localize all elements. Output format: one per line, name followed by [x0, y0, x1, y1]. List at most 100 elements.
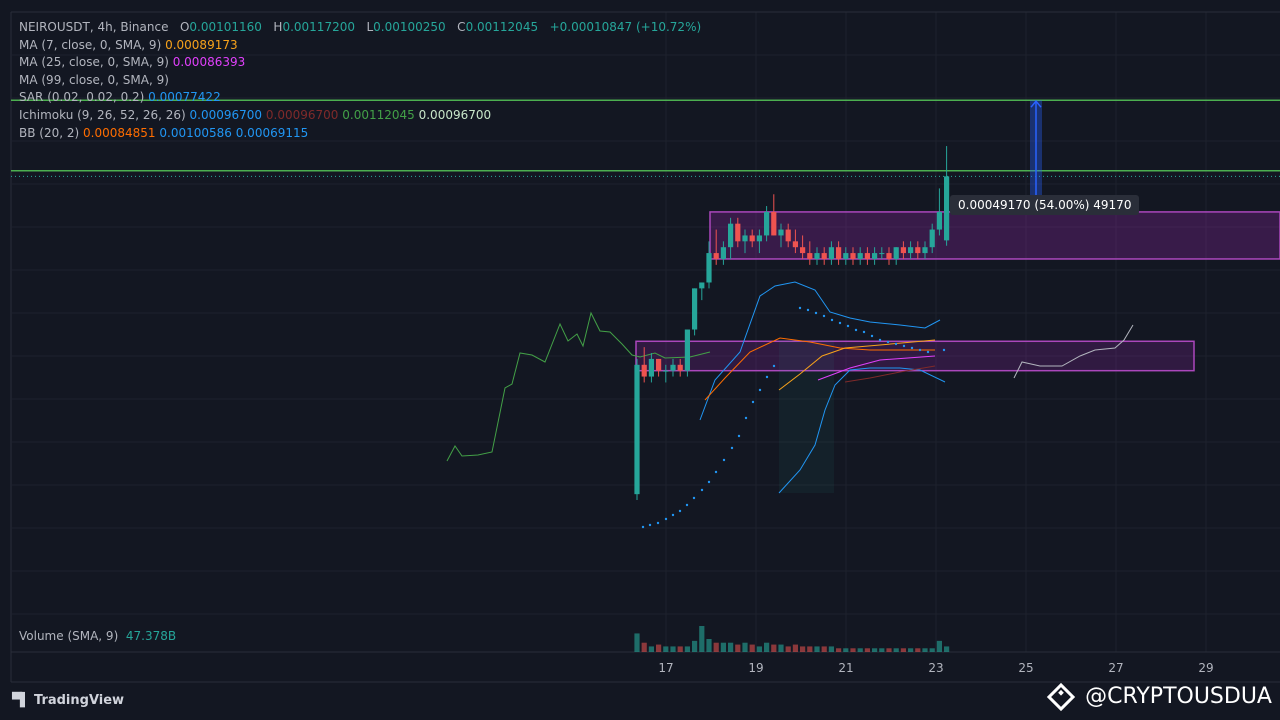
- sar-dot: [758, 388, 762, 392]
- candle-body: [756, 235, 762, 242]
- symbol-label[interactable]: NEIROUSDT, 4h, Binance: [19, 20, 169, 34]
- volume-bar: [872, 648, 878, 652]
- volume-bar: [879, 648, 885, 652]
- bb-upper-line: [699, 281, 941, 421]
- chart-legend: NEIROUSDT, 4h, Binance O0.00101160 H0.00…: [19, 19, 701, 142]
- sar-dot: [692, 496, 696, 500]
- volume-bar: [807, 646, 813, 652]
- sar-dot: [870, 334, 874, 338]
- x-tick: 25: [1018, 661, 1034, 675]
- ichimoku-row[interactable]: Ichimoku (9, 26, 52, 26, 26) 0.00096700 …: [19, 107, 492, 122]
- candle-body: [792, 241, 798, 248]
- sar-dot: [798, 306, 802, 310]
- candle-body: [785, 229, 791, 242]
- ma25-row[interactable]: MA (25, close, 0, SMA, 9) 0.00086393: [19, 55, 246, 70]
- sar-dot: [656, 521, 660, 525]
- volume-bar: [792, 644, 798, 652]
- volume-bar: [634, 633, 640, 652]
- high-value: 0.00117200: [282, 20, 355, 34]
- volume-bar: [785, 646, 791, 652]
- volume-bar: [641, 642, 647, 652]
- volume-bar: [756, 646, 762, 652]
- ma99-row[interactable]: MA (99, close, 0, SMA, 9): [19, 72, 169, 87]
- sar-dot: [737, 434, 741, 438]
- sar-dot: [648, 523, 652, 527]
- ichimoku-cloud: [779, 340, 834, 493]
- sar-dot: [846, 324, 850, 328]
- ma25-value: 0.00086393: [172, 55, 246, 70]
- candle-body: [656, 358, 662, 371]
- tradingview-icon: ▀▌: [12, 693, 30, 708]
- close-value: 0.00112045: [465, 20, 539, 34]
- volume-bar: [900, 648, 906, 652]
- volume-bar: [915, 648, 921, 652]
- volume-bar: [800, 646, 806, 652]
- volume-bar: [850, 648, 856, 652]
- candle-body: [915, 247, 921, 254]
- volume-bar: [893, 648, 899, 652]
- volume-bar: [706, 639, 712, 652]
- sar-dot: [910, 346, 914, 350]
- change-value: +0.00010847 (+10.72%): [549, 20, 702, 34]
- candle-body: [879, 253, 885, 255]
- sar-dot: [814, 311, 818, 315]
- candle-body: [936, 211, 942, 230]
- candle-body: [720, 247, 726, 259]
- tradingview-logo[interactable]: ▀▌ TradingView: [12, 693, 125, 708]
- sar-dot: [700, 488, 704, 492]
- low-value: 0.00100250: [373, 20, 446, 34]
- volume-bar: [735, 644, 741, 652]
- candle-body: [857, 253, 863, 259]
- candle-body: [728, 223, 734, 248]
- sar-dot: [722, 458, 726, 462]
- sar-dot: [838, 321, 842, 325]
- volume-bar: [699, 626, 705, 652]
- candle-body: [850, 253, 856, 259]
- history-line: [446, 311, 711, 462]
- ma7-row[interactable]: MA (7, close, 0, SMA, 9) 0.00089173: [19, 37, 238, 52]
- volume-bar: [720, 642, 726, 652]
- sar-dot: [886, 340, 890, 344]
- sar-dot: [854, 328, 858, 332]
- diamond-icon: [1046, 682, 1076, 711]
- candle-body: [807, 253, 813, 259]
- sar-dot: [806, 308, 810, 312]
- sar-dot: [862, 330, 866, 334]
- candle-body: [929, 229, 935, 248]
- volume-bar: [771, 644, 777, 652]
- candle-body: [692, 288, 698, 330]
- volume-bar: [929, 648, 935, 652]
- candle-body: [749, 235, 755, 242]
- zone-lower: [635, 340, 1195, 372]
- volume-bar: [728, 642, 734, 652]
- sar-value: 0.00077422: [148, 90, 221, 105]
- candle-body: [641, 364, 647, 377]
- bb-lower-line: [778, 367, 946, 494]
- ichimoku-lagging-line: [844, 365, 936, 383]
- sar-dot: [902, 344, 906, 348]
- sar-dot: [822, 314, 826, 318]
- candle-body: [663, 370, 669, 372]
- volume-bar: [936, 640, 942, 652]
- sar-row[interactable]: SAR (0.02, 0.02, 0.2) 0.00077422: [19, 90, 221, 105]
- bb-row[interactable]: BB (20, 2) 0.00084851 0.00100586 0.00069…: [19, 125, 309, 140]
- ma25-line: [817, 355, 936, 381]
- volume-legend[interactable]: Volume (SMA, 9) 47.378B: [19, 629, 177, 643]
- volume-bar: [843, 648, 849, 652]
- x-tick: 29: [1198, 661, 1214, 675]
- candle-body: [713, 253, 719, 259]
- sar-dot: [664, 517, 668, 521]
- volume-bar: [764, 642, 770, 652]
- sar-dot: [772, 364, 776, 368]
- candle-body: [684, 329, 690, 371]
- sar-dot: [730, 446, 734, 450]
- volume-bar: [677, 646, 683, 652]
- volume-bar: [922, 648, 928, 652]
- candle-body: [706, 253, 712, 283]
- candle-body: [893, 247, 899, 259]
- candle-body: [648, 358, 654, 377]
- volume-bar: [864, 648, 870, 652]
- candle-body: [764, 211, 770, 236]
- sar-dot: [714, 470, 718, 474]
